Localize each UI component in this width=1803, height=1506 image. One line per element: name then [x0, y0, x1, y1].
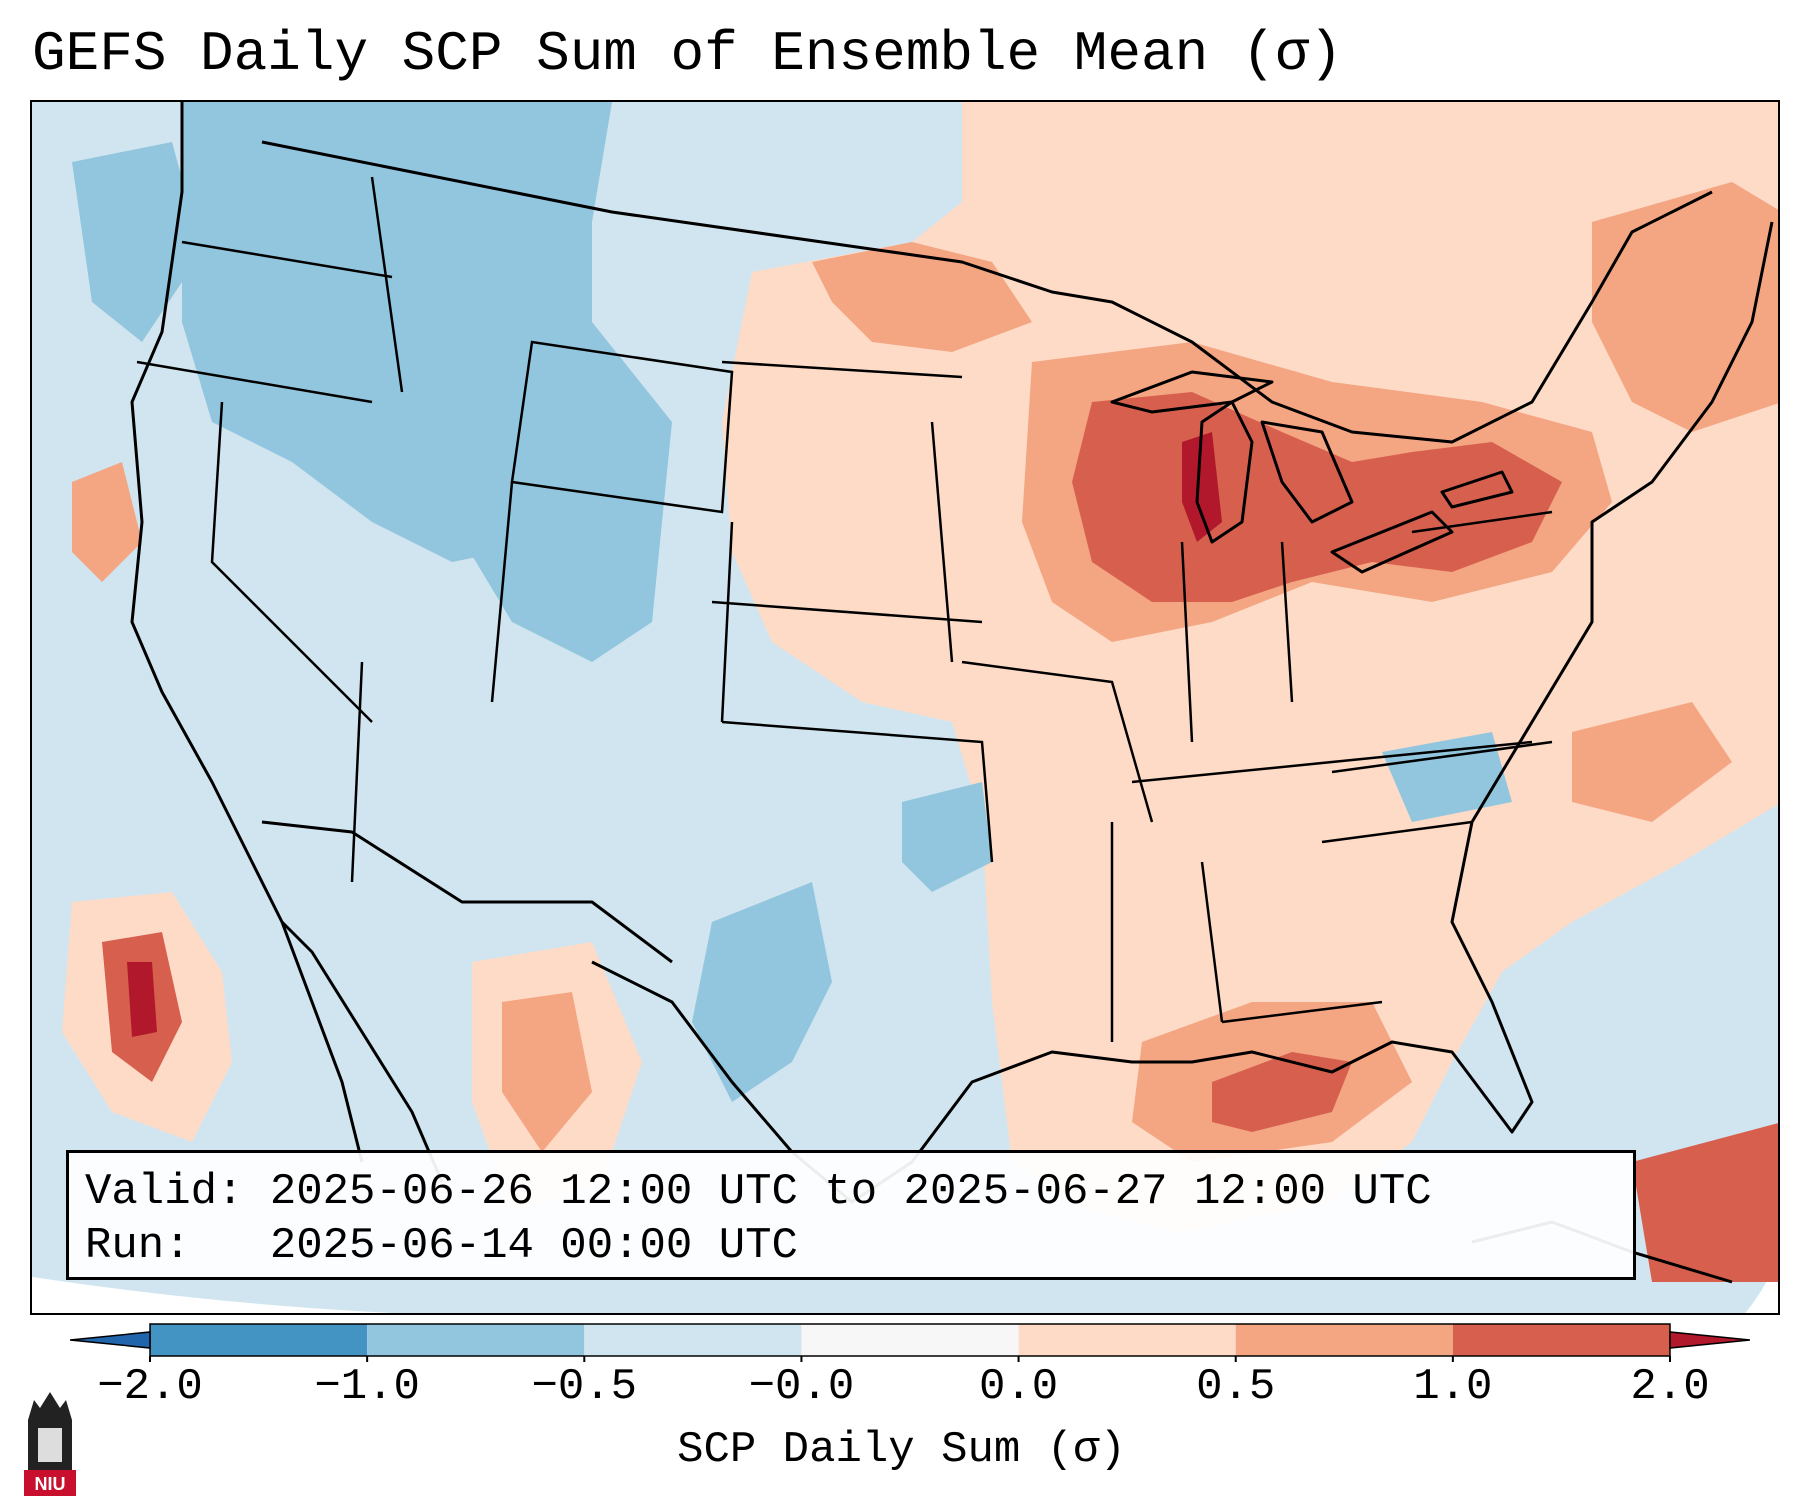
- anomaly-region-rockies-blue: [432, 282, 672, 662]
- colorbar-tick-label: 2.0: [1630, 1362, 1710, 1412]
- border-ny-pa: [1411, 510, 1553, 534]
- border-wy: [510, 340, 734, 514]
- colorbar-under-arrow: [70, 1331, 151, 1349]
- anomaly-region-east-light: [722, 102, 1778, 1232]
- border-va-nc: [1331, 740, 1553, 774]
- lake-ontario: [1440, 470, 1514, 509]
- border-oh-pa: [1280, 541, 1294, 703]
- colorbar-over-arrow: [1669, 1331, 1750, 1349]
- run-value: 2025-06-14 00:00 UTC: [269, 1221, 798, 1271]
- colorbar-tick-label: −0.0: [748, 1362, 855, 1412]
- colorbar-label: SCP Daily Sum (σ): [677, 1425, 1126, 1475]
- niu-logo: NIU: [24, 1392, 76, 1496]
- border-mo-ar: [961, 660, 1154, 823]
- projection-edge-left: [32, 1277, 392, 1313]
- border-al-ga: [1200, 861, 1224, 1023]
- anomaly-peak-michigan: [1182, 432, 1222, 542]
- anomaly-region-texas-blue: [692, 882, 832, 1102]
- colorbar-tick-label: −0.5: [531, 1362, 638, 1412]
- border-nc-sc: [1321, 820, 1473, 844]
- border-sd-nd: [721, 360, 963, 379]
- valid-line: Valid: 2025-06-26 12:00 UTC to 2025-06-2…: [85, 1165, 1617, 1219]
- border-il-in: [1180, 541, 1194, 743]
- border-mn-ia: [930, 421, 954, 663]
- us-west-coast: [130, 102, 364, 1163]
- border-nv-ca: [210, 401, 373, 723]
- border-tn-ky: [1131, 740, 1533, 784]
- colorbar-segment: [801, 1324, 1019, 1356]
- anomaly-region-pacific-core: [127, 962, 157, 1037]
- anomaly-region-northeast-mid: [1592, 182, 1778, 432]
- anomaly-region-caribbean-mid: [1632, 1123, 1778, 1282]
- anomaly-region-atlantic-mid: [1572, 702, 1732, 822]
- us-canada-border: [261, 140, 1713, 444]
- border-ut-co: [490, 481, 514, 703]
- colorbar-tick-label: −1.0: [314, 1362, 420, 1412]
- colorbar-tick-label: 1.0: [1413, 1362, 1493, 1412]
- anomaly-region-pacific-nw-blue: [72, 142, 202, 342]
- anomaly-region-gulf-dark: [1212, 1052, 1352, 1132]
- baja-peninsula: [280, 920, 444, 1183]
- colorbar-segment: [150, 1324, 368, 1356]
- colorbar: [70, 1323, 1750, 1362]
- colorbar-segment: [367, 1324, 585, 1356]
- lake-huron: [1260, 420, 1354, 524]
- valid-value: 2025-06-26 12:00 UTC to 2025-06-27 12:00…: [269, 1167, 1432, 1217]
- colorbar-tick-label: 0.0: [978, 1362, 1059, 1412]
- border-wa-or: [181, 240, 393, 279]
- colorbar-segment: [1452, 1324, 1670, 1356]
- colorbar-segments: [149, 1323, 1671, 1362]
- lake-superior: [1110, 370, 1274, 414]
- colorbar-segment: [1235, 1324, 1453, 1356]
- anomaly-region-mexico-mid: [502, 992, 592, 1152]
- border-nm-az: [350, 661, 364, 883]
- map-title: GEFS Daily SCP Sum of Ensemble Mean (σ): [32, 22, 1343, 86]
- map-canvas: [32, 102, 1778, 1313]
- colorbar-segment: [1018, 1324, 1236, 1356]
- border-or-ca: [136, 360, 373, 404]
- border-co-ks: [720, 521, 734, 723]
- anomaly-region-california-coast: [72, 462, 142, 582]
- anomaly-region-plains-mid: [812, 242, 1032, 352]
- border-ga-fl: [1221, 1000, 1383, 1024]
- border-ok-tx: [721, 720, 994, 863]
- state-borders: [136, 176, 1553, 1042]
- colorbar-segment: [584, 1324, 802, 1356]
- logo-window: [38, 1428, 62, 1462]
- map-panel: [30, 100, 1780, 1315]
- colorbar-tick-label: −2.0: [97, 1362, 203, 1412]
- border-id-mt: [370, 176, 404, 393]
- projection-edge-right: [1745, 1255, 1778, 1313]
- anomaly-region-oklahoma-blue: [902, 782, 992, 892]
- run-line: Run: 2025-06-14 00:00 UTC: [85, 1219, 1617, 1273]
- lake-erie: [1330, 510, 1454, 574]
- border-ne-ks: [711, 600, 983, 624]
- logo-badge: [24, 1470, 76, 1496]
- info-box: Valid: 2025-06-26 12:00 UTC to 2025-06-2…: [66, 1150, 1636, 1280]
- run-label: Run:: [85, 1221, 191, 1271]
- valid-label: Valid:: [85, 1167, 244, 1217]
- us-mexico-border: [261, 820, 673, 964]
- logo-text: NIU: [35, 1474, 66, 1494]
- colorbar-tick-label: 0.5: [1196, 1362, 1276, 1412]
